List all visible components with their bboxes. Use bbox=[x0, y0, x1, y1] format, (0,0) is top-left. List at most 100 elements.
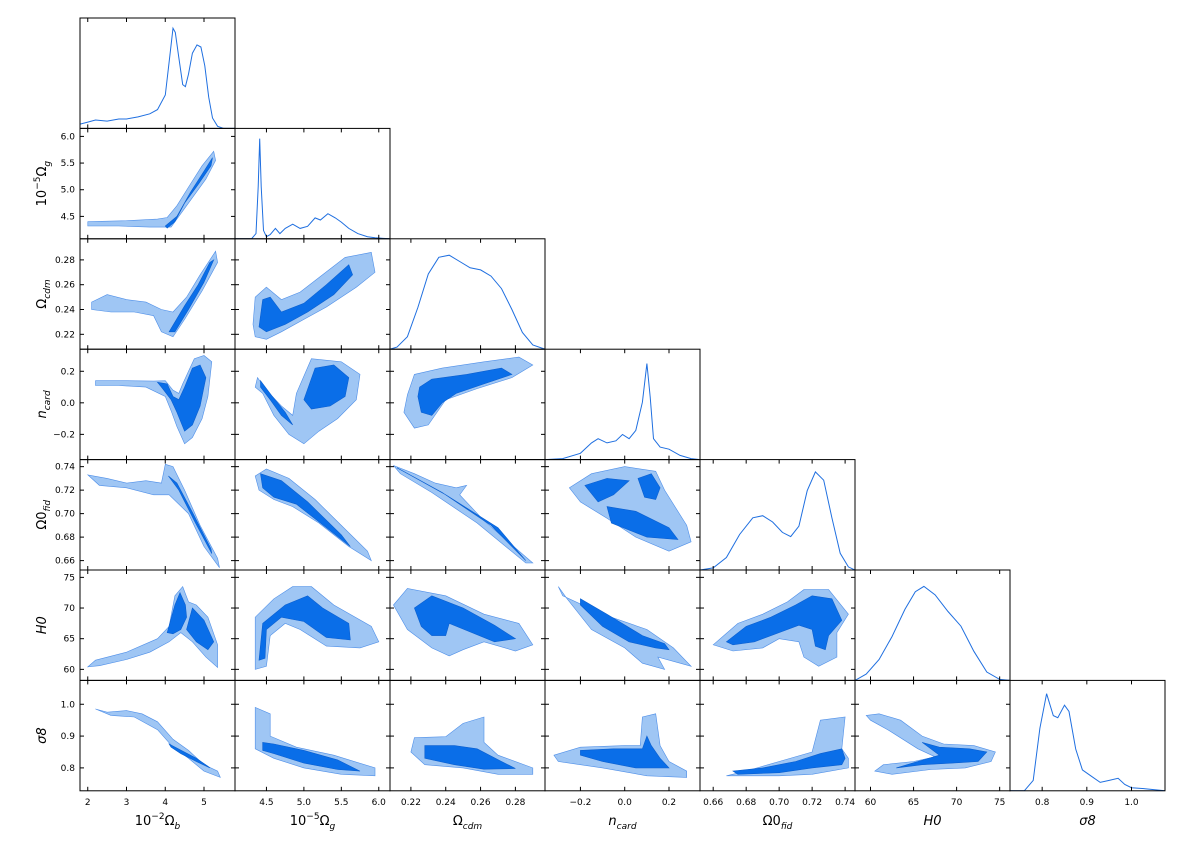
y-tick-label: 75 bbox=[64, 573, 75, 583]
panel-content bbox=[87, 150, 216, 229]
credible-region-68 bbox=[414, 595, 517, 643]
panel-content bbox=[95, 355, 213, 445]
y-axis-label: Ω0fid bbox=[35, 500, 53, 530]
panel-5-1 bbox=[234, 569, 391, 681]
x-tick-label: 0.28 bbox=[505, 798, 525, 808]
x-tick-label: 70 bbox=[951, 798, 963, 808]
panel-4-2 bbox=[389, 459, 546, 571]
credible-region-95 bbox=[393, 465, 534, 564]
panel-content bbox=[855, 585, 1010, 681]
x-tick-label: −0.2 bbox=[569, 798, 591, 808]
panel-content bbox=[86, 586, 218, 669]
y-tick-label: 0.22 bbox=[55, 330, 75, 340]
panel-6-1: 4.5 5.0 5.5 6.0 bbox=[234, 679, 391, 808]
y-axis-label: 10−5Ωg bbox=[33, 161, 53, 207]
y-axis-label: σ8 bbox=[35, 727, 50, 744]
panel-content bbox=[254, 586, 380, 670]
y-tick-label: 0.24 bbox=[55, 306, 75, 316]
panel-6-5: 60 65 70 75 bbox=[854, 679, 1011, 808]
x-axis-label: σ8 bbox=[1079, 814, 1096, 829]
marginal-density-line bbox=[1010, 693, 1165, 791]
panel-3-2 bbox=[389, 348, 546, 461]
y-axis-label: Ωcdm bbox=[35, 279, 53, 309]
panel-content bbox=[254, 706, 376, 777]
x-tick-label: 1.0 bbox=[1124, 798, 1139, 808]
x-axis-label: ncard bbox=[608, 814, 636, 832]
x-tick-label: 60 bbox=[865, 798, 877, 808]
panel-6-6: 0.8 0.9 1.0 bbox=[1009, 679, 1166, 808]
panel-content bbox=[712, 589, 849, 667]
x-tick-label: 0.66 bbox=[703, 798, 723, 808]
panel-content bbox=[700, 471, 855, 571]
y-tick-label: 0.9 bbox=[61, 732, 76, 742]
x-tick-label: 0.22 bbox=[401, 798, 421, 808]
panel-2-2 bbox=[389, 238, 546, 350]
panel-6-2: 0.22 0.24 0.26 0.28 bbox=[389, 679, 546, 808]
marginal-density-line bbox=[235, 138, 390, 239]
x-tick-label: 6.0 bbox=[372, 798, 387, 808]
x-tick-label: 2 bbox=[85, 798, 91, 808]
panel-6-3: −0.2 0.0 0.2 bbox=[544, 679, 701, 808]
panel-4-4 bbox=[699, 459, 856, 571]
credible-region-68 bbox=[580, 735, 670, 769]
x-tick-label: 65 bbox=[908, 798, 919, 808]
panel-1-1 bbox=[234, 127, 391, 240]
panel-content bbox=[254, 468, 372, 562]
y-tick-label: 0.2 bbox=[61, 367, 75, 377]
x-tick-label: 4.5 bbox=[259, 798, 273, 808]
y-tick-label: 5.5 bbox=[61, 159, 75, 169]
credible-region-68 bbox=[168, 259, 215, 333]
panel-content bbox=[403, 356, 534, 429]
credible-region-68 bbox=[168, 743, 210, 769]
credible-region-68 bbox=[396, 467, 527, 561]
panel-frame bbox=[854, 679, 1011, 792]
credible-region-68 bbox=[260, 473, 351, 547]
panel-content bbox=[568, 466, 692, 552]
panel-layer: 4.55.05.56.00.220.240.260.28−0.20.00.20.… bbox=[53, 17, 1166, 808]
y-axis-label: ncard bbox=[35, 390, 53, 418]
credible-region-68 bbox=[186, 607, 215, 651]
credible-region-68 bbox=[258, 264, 353, 333]
panel-content bbox=[254, 358, 361, 445]
y-axis-label: H0 bbox=[35, 616, 50, 634]
panel-content bbox=[726, 716, 849, 777]
panel-frame bbox=[544, 348, 701, 461]
x-tick-label: 0.70 bbox=[769, 798, 789, 808]
panel-5-2 bbox=[389, 569, 546, 681]
x-tick-label: 75 bbox=[994, 798, 1005, 808]
x-tick-label: 5.5 bbox=[334, 798, 348, 808]
panel-frame bbox=[79, 238, 236, 350]
x-axis-label: Ωcdm bbox=[453, 814, 483, 832]
y-tick-label: 0.72 bbox=[55, 486, 75, 496]
x-axis-label: H0 bbox=[923, 814, 941, 829]
marginal-density-line bbox=[390, 254, 545, 350]
panel-4-3 bbox=[544, 459, 701, 571]
y-tick-label: 1.0 bbox=[61, 700, 76, 710]
marginal-density-line bbox=[700, 471, 855, 571]
panel-frame bbox=[79, 348, 236, 461]
credible-region-68 bbox=[156, 364, 207, 432]
credible-region-68 bbox=[584, 478, 630, 503]
x-tick-label: 3 bbox=[124, 798, 130, 808]
panel-5-3 bbox=[544, 569, 701, 681]
y-tick-label: 0.66 bbox=[55, 557, 75, 567]
credible-region-95 bbox=[865, 713, 996, 775]
x-tick-label: 5.0 bbox=[297, 798, 312, 808]
x-tick-label: 0.24 bbox=[436, 798, 456, 808]
credible-region-68 bbox=[424, 745, 516, 770]
credible-region-68 bbox=[732, 748, 846, 775]
y-tick-label: 0.74 bbox=[55, 463, 75, 473]
panel-content bbox=[1010, 693, 1165, 791]
panel-content bbox=[553, 713, 687, 778]
credible-region-68 bbox=[725, 595, 843, 651]
panel-content bbox=[252, 252, 376, 340]
x-tick-label: 0.68 bbox=[736, 798, 756, 808]
x-tick-label: 0.74 bbox=[835, 798, 855, 808]
panel-5-0: 60 65 70 75 bbox=[64, 569, 236, 681]
panel-2-0: 0.22 0.24 0.26 0.28 bbox=[55, 238, 236, 350]
panel-4-1 bbox=[234, 459, 391, 571]
y-tick-label: 0.26 bbox=[55, 281, 75, 291]
panel-5-4 bbox=[699, 569, 856, 681]
panel-content bbox=[86, 463, 220, 568]
